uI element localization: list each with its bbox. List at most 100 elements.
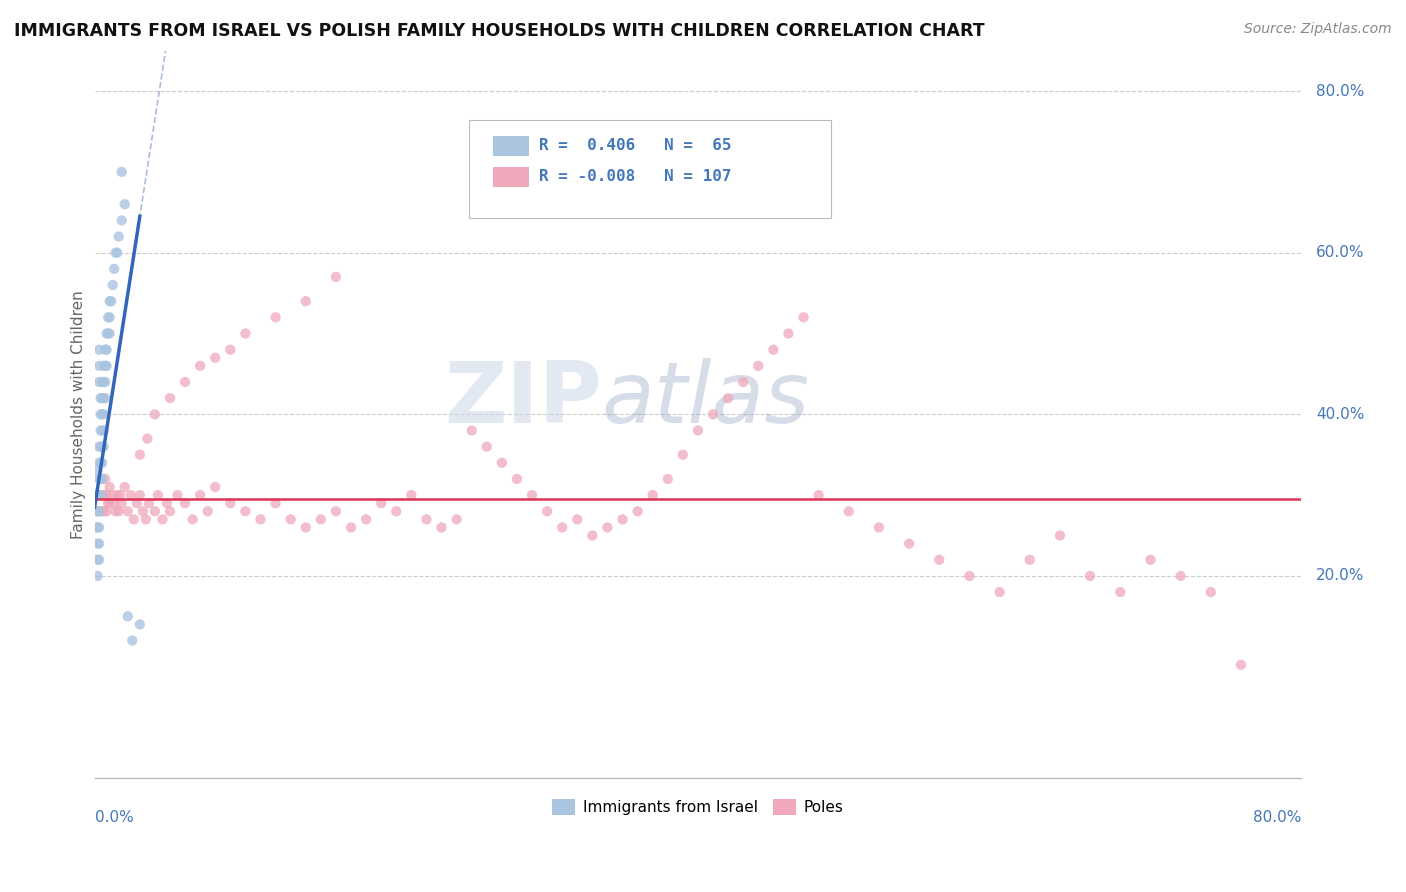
Point [96,343,118,357]
Text: Source: ZipAtlas.com: Source: ZipAtlas.com [1244,22,1392,37]
Point [121,633,143,648]
Point [111,496,134,510]
Point [90,424,112,438]
Point [415,512,437,526]
Point [101,488,124,502]
Point [87,520,110,534]
Point [94,343,117,357]
Point [401,488,423,502]
Point [96,488,118,502]
Point [91,440,114,454]
FancyBboxPatch shape [468,120,831,218]
Point [86,536,108,550]
Point [91,407,114,421]
Point [838,504,860,518]
Point [93,424,115,438]
Text: IMMIGRANTS FROM ISRAEL VS POLISH FAMILY HOUSEHOLDS WITH CHILDREN CORRELATION CHA: IMMIGRANTS FROM ISRAEL VS POLISH FAMILY … [14,22,984,40]
Point [988,585,1011,599]
Point [672,448,695,462]
Point [97,326,120,341]
Point [702,407,724,421]
Text: 40.0%: 40.0% [1316,407,1364,422]
Text: 0.0%: 0.0% [94,810,134,825]
Point [174,375,197,389]
Point [928,553,950,567]
Point [98,294,121,309]
Point [98,326,121,341]
Point [166,488,188,502]
Point [159,504,181,518]
Point [94,359,117,373]
Point [94,472,117,486]
Point [1078,569,1101,583]
Legend: Immigrants from Israel, Poles: Immigrants from Israel, Poles [546,793,849,822]
Point [294,294,316,309]
Point [1170,569,1192,583]
Point [107,504,129,518]
Point [90,407,112,421]
Point [91,472,114,486]
Point [1230,657,1253,672]
Point [84,488,107,502]
Point [249,512,271,526]
Point [460,424,482,438]
Point [132,504,155,518]
Point [309,512,332,526]
Text: 80.0%: 80.0% [1253,810,1302,825]
Point [114,197,136,211]
Point [294,520,316,534]
Point [491,456,513,470]
Bar [492,136,529,156]
Point [87,553,110,567]
Point [898,536,921,550]
Point [181,512,204,526]
Point [96,504,118,518]
Bar [492,167,529,187]
Point [94,391,117,405]
Point [868,520,890,534]
Point [93,375,115,389]
Point [138,496,160,510]
Point [87,456,110,470]
Point [90,456,112,470]
Point [520,488,543,502]
Point [86,464,108,478]
Point [86,504,108,518]
Point [117,504,139,518]
Point [103,496,125,510]
Point [93,391,115,405]
Point [114,480,136,494]
Point [86,569,108,583]
Point [686,424,709,438]
Point [174,496,197,510]
Point [91,424,114,438]
Point [325,504,347,518]
Point [264,496,287,510]
Point [747,359,769,373]
Point [104,245,127,260]
Point [1109,585,1132,599]
Point [87,504,110,518]
Point [264,310,287,325]
Point [107,229,129,244]
Point [90,440,112,454]
Point [135,512,157,526]
Text: 20.0%: 20.0% [1316,568,1364,583]
Point [159,391,181,405]
Point [128,617,150,632]
Point [581,528,603,542]
Point [1018,553,1040,567]
Point [717,391,740,405]
Point [111,165,134,179]
Point [551,520,574,534]
Point [1049,528,1071,542]
Point [87,504,110,518]
Point [733,375,755,389]
Point [105,245,128,260]
Point [93,440,115,454]
Point [475,440,498,454]
Text: ZIP: ZIP [444,359,602,442]
Point [84,520,107,534]
Point [96,326,118,341]
Point [100,294,122,309]
